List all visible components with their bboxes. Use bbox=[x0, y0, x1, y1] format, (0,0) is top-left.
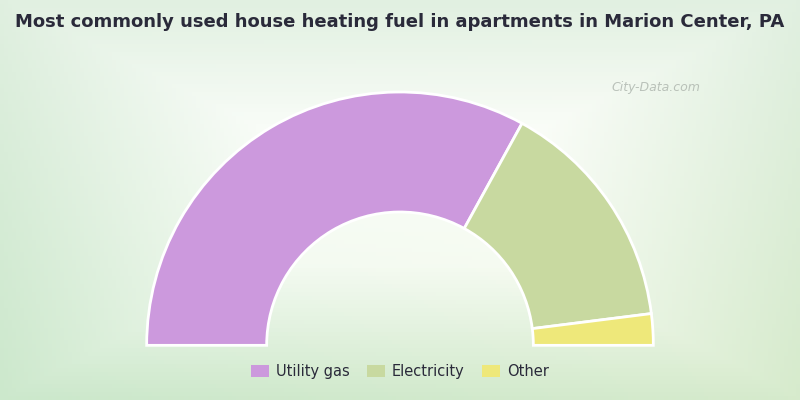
Wedge shape bbox=[532, 314, 654, 345]
Wedge shape bbox=[146, 92, 522, 345]
Text: City-Data.com: City-Data.com bbox=[611, 82, 701, 94]
Legend: Utility gas, Electricity, Other: Utility gas, Electricity, Other bbox=[246, 358, 554, 385]
Wedge shape bbox=[464, 123, 651, 329]
Text: Most commonly used house heating fuel in apartments in Marion Center, PA: Most commonly used house heating fuel in… bbox=[15, 13, 785, 31]
